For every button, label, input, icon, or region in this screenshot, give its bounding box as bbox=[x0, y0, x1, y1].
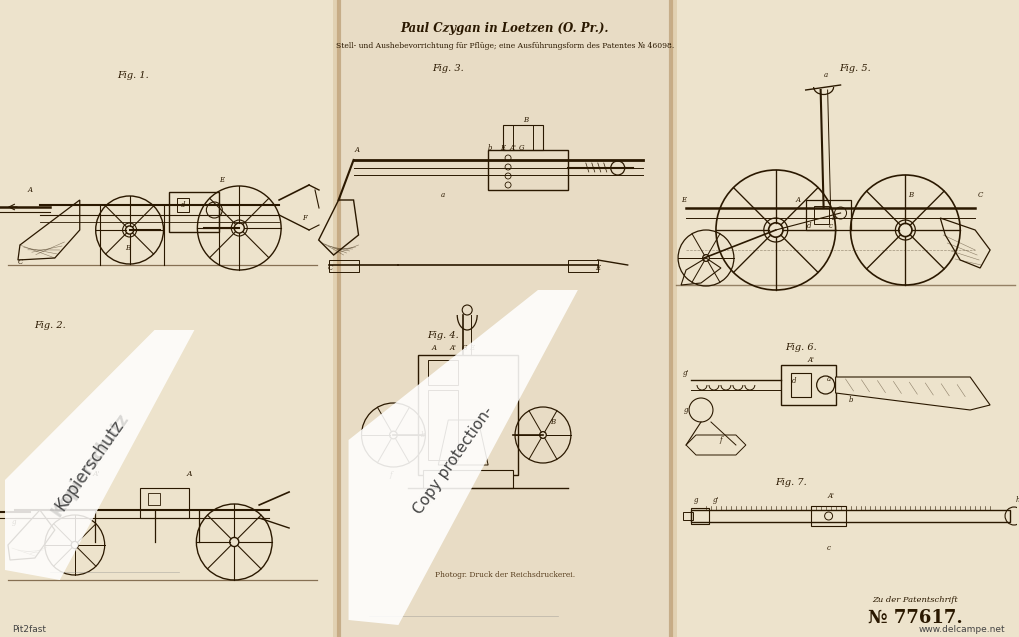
Text: Fig. 1.: Fig. 1. bbox=[116, 71, 149, 80]
Bar bbox=[428, 390, 458, 460]
Text: g': g' bbox=[712, 496, 718, 504]
Text: Fig. 4.: Fig. 4. bbox=[427, 331, 459, 340]
Text: d: d bbox=[806, 222, 810, 230]
Text: b: b bbox=[487, 144, 492, 152]
Bar bbox=[332, 0, 338, 637]
Bar bbox=[671, 0, 677, 637]
Text: F: F bbox=[302, 214, 306, 222]
Text: g: g bbox=[12, 518, 16, 526]
Bar bbox=[683, 512, 692, 520]
Bar bbox=[328, 260, 359, 272]
Text: B: B bbox=[523, 116, 528, 124]
Text: E: E bbox=[595, 264, 600, 272]
Text: g: g bbox=[683, 406, 688, 414]
Text: Photogr. Druck der Reichsdruckerei.: Photogr. Druck der Reichsdruckerei. bbox=[434, 571, 575, 579]
Bar bbox=[418, 355, 518, 475]
Text: A: A bbox=[186, 470, 192, 478]
Text: Kopierschutz: Kopierschutz bbox=[47, 410, 132, 520]
Polygon shape bbox=[5, 330, 195, 580]
Bar bbox=[790, 373, 810, 397]
Bar bbox=[502, 125, 542, 150]
Text: C: C bbox=[328, 264, 333, 272]
Text: d: d bbox=[181, 201, 185, 209]
Bar bbox=[338, 0, 671, 637]
Bar bbox=[148, 493, 159, 505]
Text: A: A bbox=[431, 344, 436, 352]
Text: A': A' bbox=[826, 492, 834, 500]
Text: Fig. 6.: Fig. 6. bbox=[784, 343, 816, 352]
Text: g: g bbox=[693, 496, 698, 504]
Bar bbox=[780, 365, 835, 405]
Text: A': A' bbox=[806, 356, 813, 364]
Bar bbox=[813, 206, 827, 224]
Text: Paul Czygan in Loetzen (O. Pr.).: Paul Czygan in Loetzen (O. Pr.). bbox=[400, 22, 608, 34]
Bar bbox=[568, 260, 597, 272]
Text: № 77617.: № 77617. bbox=[867, 609, 962, 627]
Bar bbox=[805, 200, 850, 230]
Text: B: B bbox=[907, 191, 912, 199]
Text: c: c bbox=[827, 222, 832, 230]
Text: E: E bbox=[468, 344, 473, 352]
Text: a: a bbox=[441, 191, 445, 199]
Text: Fig. 2.: Fig. 2. bbox=[34, 320, 65, 329]
Bar bbox=[428, 360, 458, 385]
Text: f: f bbox=[719, 436, 721, 444]
Text: Kopierschutz: Kopierschutz bbox=[52, 416, 127, 514]
Text: d: d bbox=[791, 377, 795, 385]
Text: a: a bbox=[825, 375, 829, 383]
Text: Fig. 3.: Fig. 3. bbox=[432, 64, 464, 73]
Text: C: C bbox=[17, 258, 22, 266]
Text: Fig. 5.: Fig. 5. bbox=[839, 64, 870, 73]
Text: A': A' bbox=[449, 344, 457, 352]
Text: Zu der Patentschrift: Zu der Patentschrift bbox=[871, 596, 957, 604]
Bar bbox=[423, 470, 513, 488]
Text: h: h bbox=[1015, 496, 1019, 504]
Text: b: b bbox=[830, 214, 835, 222]
Bar bbox=[810, 506, 845, 526]
Text: Stell- und Aushebevorrichtung für Pflüge; eine Ausführungsform des Patentes № 46: Stell- und Aushebevorrichtung für Pflüge… bbox=[335, 42, 674, 50]
Text: G: G bbox=[461, 344, 467, 352]
Text: c: c bbox=[825, 544, 829, 552]
Text: A': A' bbox=[93, 470, 101, 478]
Bar bbox=[690, 510, 1009, 522]
Text: A: A bbox=[28, 186, 33, 194]
Text: A': A' bbox=[510, 144, 516, 152]
Text: E: E bbox=[500, 144, 505, 152]
Text: E: E bbox=[681, 196, 686, 204]
Text: b: b bbox=[421, 431, 425, 439]
Text: A: A bbox=[354, 146, 359, 154]
Text: www.delcampe.net: www.delcampe.net bbox=[917, 626, 1004, 634]
Text: Fig. 7.: Fig. 7. bbox=[774, 478, 806, 487]
Text: g': g' bbox=[682, 369, 689, 377]
Text: B: B bbox=[125, 244, 130, 252]
Text: C: C bbox=[976, 191, 982, 199]
Text: Pit2fast: Pit2fast bbox=[12, 626, 46, 634]
Text: f: f bbox=[388, 471, 391, 479]
Text: B: B bbox=[550, 418, 555, 426]
Polygon shape bbox=[348, 290, 578, 625]
Text: G: G bbox=[519, 144, 525, 152]
Bar bbox=[671, 0, 1016, 637]
Polygon shape bbox=[835, 377, 989, 410]
Text: b: b bbox=[848, 396, 852, 404]
Bar bbox=[488, 150, 568, 190]
Text: Copy protection-: Copy protection- bbox=[410, 403, 495, 517]
Bar bbox=[140, 488, 190, 518]
Text: A: A bbox=[795, 196, 800, 204]
Bar bbox=[177, 198, 190, 212]
Bar bbox=[169, 192, 219, 232]
Text: E: E bbox=[218, 176, 223, 184]
Bar bbox=[0, 0, 338, 637]
Bar bbox=[690, 508, 708, 524]
Text: a: a bbox=[822, 71, 826, 79]
